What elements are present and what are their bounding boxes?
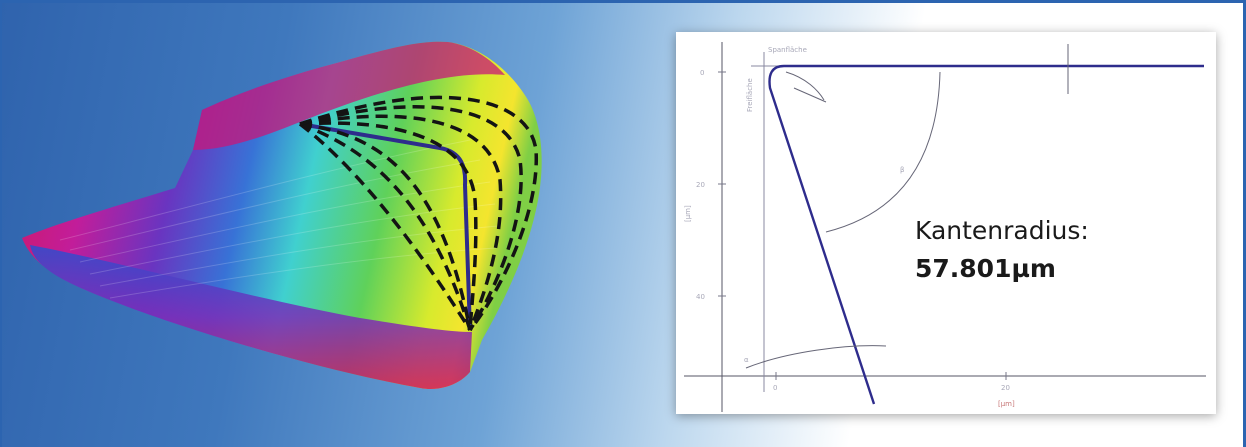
plot-x-axis-unit: [µm] bbox=[998, 400, 1015, 408]
plot-y-tick-0: 0 bbox=[700, 69, 704, 77]
scan-fan-lines bbox=[298, 95, 538, 332]
scan-lower-flank bbox=[30, 245, 472, 390]
scan-top-ridge bbox=[193, 41, 505, 150]
plot-x-tick-1: 20 bbox=[1001, 384, 1010, 392]
plot-x-tick-0: 0 bbox=[773, 384, 777, 392]
plot-angle-arc-beta bbox=[825, 71, 941, 233]
scan-profile-line bbox=[299, 122, 472, 331]
scan-texture bbox=[59, 139, 499, 299]
plot-radius-marker bbox=[785, 71, 827, 103]
edge-radius-value: 57.801µm bbox=[915, 254, 1056, 283]
edge-profile-plot: 0 20 40 [µm] 0 20 [µm] Spanfläche Freifl… bbox=[676, 32, 1216, 414]
plot-y-ticks bbox=[718, 71, 726, 297]
edge-radius-result: Kantenradius: 57.801µm bbox=[915, 212, 1089, 288]
top-border bbox=[0, 0, 1246, 3]
plot-angle-arc-alpha bbox=[745, 345, 887, 369]
plot-y-tick-2: 40 bbox=[696, 293, 705, 301]
plot-x-ticks bbox=[775, 372, 1007, 380]
plot-flank-caption: Freifläche bbox=[746, 78, 754, 112]
plot-profile-line bbox=[768, 64, 1204, 405]
plot-svg: 0 20 40 [µm] 0 20 [µm] Spanfläche Freifl… bbox=[684, 42, 1206, 412]
right-border bbox=[1243, 0, 1246, 447]
left-border bbox=[0, 0, 2, 447]
cutting-edge-3d-scan bbox=[22, 41, 542, 390]
plot-y-axis-unit: [µm] bbox=[684, 205, 692, 222]
plot-surface-caption: Spanfläche bbox=[768, 46, 807, 54]
edge-radius-label: Kantenradius: bbox=[915, 216, 1089, 245]
plot-angle-beta: β bbox=[900, 166, 904, 174]
plot-y-tick-1: 20 bbox=[696, 181, 705, 189]
plot-angle-alpha: α bbox=[744, 356, 749, 364]
